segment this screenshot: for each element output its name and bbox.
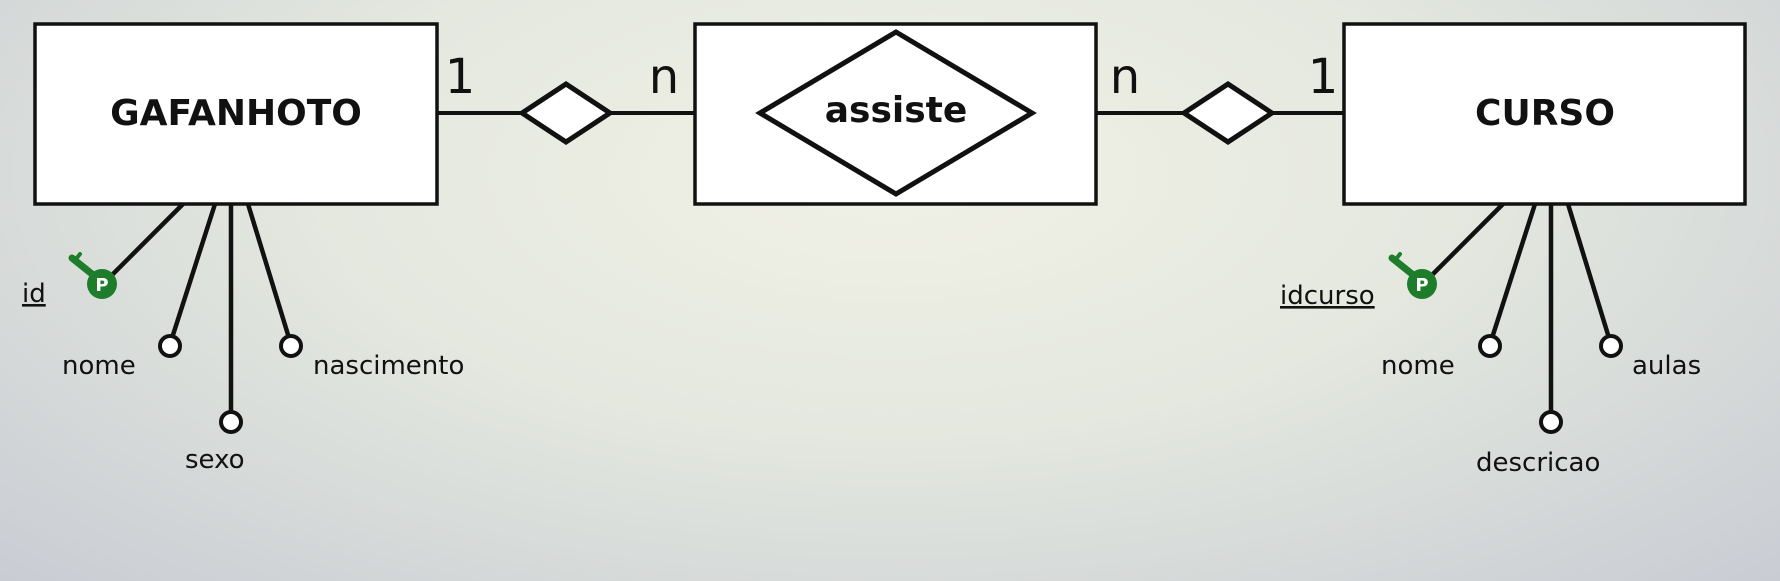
attribute-key-id: id	[22, 279, 46, 309]
attribute-line-idcurso	[1426, 202, 1505, 281]
attribute-circle-nome	[1478, 334, 1502, 358]
cardinality-curso: 1	[1308, 49, 1339, 105]
attribute-line-nome	[1489, 203, 1538, 339]
entity-box	[33, 22, 439, 206]
entity-box	[1342, 22, 1747, 206]
entity-title: CURSO	[1475, 93, 1615, 134]
relationship-diamond-left	[517, 81, 615, 145]
primary-key-icon: P	[68, 252, 117, 299]
attribute-line-id	[106, 202, 185, 281]
attribute-circle-nome	[158, 334, 182, 358]
attribute-circle-aulas	[1599, 334, 1623, 358]
entity-curso: CURSO	[1342, 22, 1747, 206]
attribute-key-idcurso: idcurso	[1280, 281, 1375, 311]
attributes-curso: P idcurso nome descricao aulas	[1280, 202, 1701, 478]
attribute-line-nascimento	[245, 203, 292, 339]
attribute-sexo: sexo	[185, 445, 245, 475]
entity-assiste: assiste	[693, 22, 1098, 206]
attribute-circle-sexo	[219, 410, 243, 434]
cardinality-assiste-right: n	[1110, 49, 1140, 105]
svg-text:P: P	[1415, 275, 1428, 296]
cardinality-assiste-left: n	[649, 49, 679, 105]
relationship-title: assiste	[825, 90, 968, 131]
relationship-diamond-assiste	[755, 29, 1037, 197]
attribute-descricao: descricao	[1476, 448, 1600, 478]
attribute-nome: nome	[1381, 351, 1455, 381]
svg-text:P: P	[95, 275, 108, 296]
attribute-circle-nascimento	[279, 334, 303, 358]
attribute-nascimento: nascimento	[313, 351, 464, 381]
attributes-gafanhoto: P id nome sexo nascimento	[22, 202, 464, 475]
attribute-circle-descricao	[1539, 410, 1563, 434]
attribute-nome: nome	[62, 351, 136, 381]
attribute-line-nome	[169, 203, 218, 339]
attribute-aulas: aulas	[1632, 351, 1701, 381]
relationship-diamond-right	[1179, 81, 1277, 145]
entity-gafanhoto: GAFANHOTO	[33, 22, 439, 206]
primary-key-icon: P	[1388, 252, 1437, 299]
entity-title: GAFANHOTO	[110, 93, 362, 134]
cardinality-gafanhoto: 1	[445, 49, 476, 105]
attribute-line-aulas	[1565, 203, 1612, 339]
